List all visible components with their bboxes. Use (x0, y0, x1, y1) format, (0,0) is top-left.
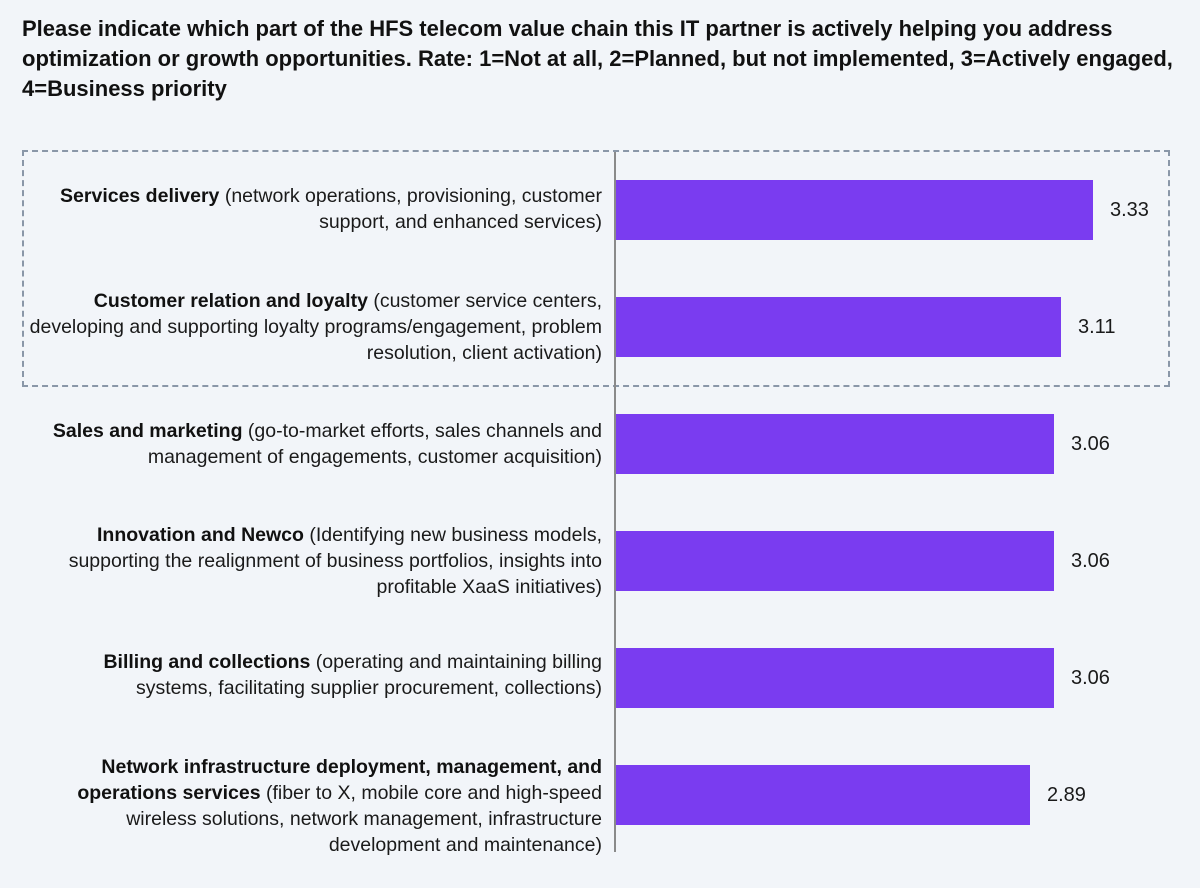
value-label-4: 3.06 (1071, 550, 1110, 572)
category-description: (operating and maintaining billing syste… (135, 651, 602, 699)
category-name: Innovation and Newco (96, 524, 304, 546)
category-description: (network operations, provisioning, custo… (219, 185, 602, 233)
bar-1 (616, 180, 1093, 240)
bar-2 (616, 297, 1061, 357)
category-name: Sales and marketing (52, 420, 243, 442)
value-label-5: 3.06 (1071, 667, 1110, 689)
bar-5 (616, 648, 1054, 708)
category-label-1: Services delivery (network operations, p… (22, 183, 602, 235)
value-label-2: 3.11 (1078, 316, 1116, 338)
bar-6 (616, 765, 1030, 825)
category-label-2: Customer relation and loyalty (customer … (22, 288, 602, 366)
value-label-1: 3.33 (1110, 199, 1149, 221)
category-label-5: Billing and collections (operating and m… (22, 649, 602, 701)
bar-4 (616, 531, 1054, 591)
bar-3 (616, 414, 1054, 474)
chart-title: Please indicate which part of the HFS te… (22, 16, 1173, 101)
category-description: (fiber to X, mobile core and high-speed … (126, 782, 602, 856)
category-description: (Identifying new business models, suppor… (68, 524, 602, 598)
category-description: (go-to-market efforts, sales channels an… (147, 420, 602, 468)
category-description: (customer service centers, developing an… (29, 290, 602, 364)
category-label-6: Network infrastructure deployment, manag… (22, 754, 602, 858)
value-label-6: 2.89 (1047, 784, 1086, 806)
value-label-3: 3.06 (1071, 433, 1110, 455)
category-axis-line (614, 152, 616, 852)
category-label-3: Sales and marketing (go-to-market effort… (22, 418, 602, 470)
category-name: Services delivery (60, 185, 220, 207)
category-name: Customer relation and loyalty (93, 290, 368, 312)
category-name: Network infrastructure deployment, manag… (77, 756, 602, 804)
category-label-4: Innovation and Newco (Identifying new bu… (22, 522, 602, 600)
category-name: Billing and collections (103, 651, 311, 673)
highlight-box (22, 150, 1170, 387)
